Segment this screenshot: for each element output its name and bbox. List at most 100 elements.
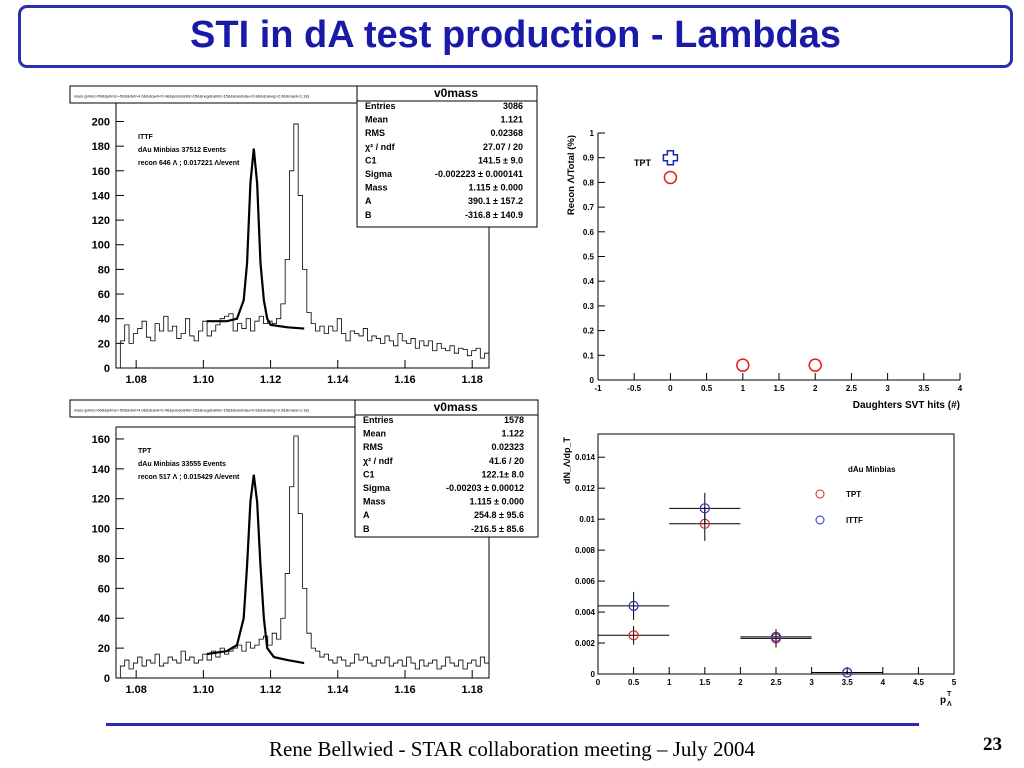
x-tick-label: 4 <box>881 678 886 687</box>
x-tick-label: 1.14 <box>327 684 349 696</box>
y-tick-label: 20 <box>98 643 110 655</box>
y-tick-label: 0.012 <box>575 484 596 493</box>
y-tick-label: 160 <box>92 434 110 446</box>
x-tick-label: 2 <box>813 384 818 393</box>
stats-label: A <box>363 510 370 520</box>
data-point <box>628 630 639 641</box>
stats-label: Entries <box>363 415 394 425</box>
x-tick-label: 1.10 <box>193 374 214 386</box>
stats-value: 390.1 ± 157.2 <box>468 196 523 206</box>
x-tick-label: 3 <box>885 384 890 393</box>
y-tick-label: 0 <box>104 363 110 375</box>
x-tick-label: 1.12 <box>260 374 281 386</box>
y-tick-label: 60 <box>98 289 110 301</box>
y-tick-label: 0.8 <box>583 178 595 187</box>
stats-value: 141.5 ± 9.0 <box>478 155 523 165</box>
stats-label: A <box>365 196 372 206</box>
recon-circle-marker <box>808 358 822 372</box>
x-tick-label: 1.18 <box>461 374 482 386</box>
y-tick-label: 0.014 <box>575 453 596 462</box>
stats-value: -0.002223 ± 0.000141 <box>435 169 523 179</box>
stats-value: 1.115 ± 0.000 <box>469 183 524 193</box>
y-tick-label: 80 <box>98 553 110 565</box>
legend-label: ITTF <box>846 516 863 525</box>
y-tick-label: 0 <box>104 673 110 685</box>
x-tick-label: 1.16 <box>394 374 415 386</box>
y-tick-label: 0.1 <box>583 351 595 360</box>
annotation-line: TPT <box>138 448 152 455</box>
stats-label: Sigma <box>365 169 393 179</box>
x-tick-label: 1.18 <box>461 684 482 696</box>
x-tick-label: 3.5 <box>918 384 930 393</box>
y-tick-label: 140 <box>92 190 110 202</box>
y-tick-label: 0.008 <box>575 546 596 555</box>
data-point <box>842 667 853 678</box>
pt-spectrum-svg: 0 0.002 0.004 0.006 0.008 0.01 0.012 0.014 0 0.5 1… <box>562 433 957 708</box>
y-tick-label: 0.006 <box>575 577 596 586</box>
footer-rule <box>106 723 919 726</box>
stats-value: -316.8 ± 140.9 <box>465 210 523 220</box>
x-tick-label: 1.10 <box>193 684 214 696</box>
y-tick-label: 0.002 <box>575 639 596 648</box>
x-axis-label-sup: T <box>947 691 952 698</box>
y-tick-label: 160 <box>92 166 110 178</box>
y-tick-label: 100 <box>92 524 110 536</box>
stats-box <box>356 85 538 228</box>
stats-label: C1 <box>365 155 377 165</box>
data-point <box>628 600 639 611</box>
legend-header: dAu Minbias <box>848 465 896 474</box>
x-tick-label: 1.14 <box>327 374 349 386</box>
x-tick-label: 1.5 <box>773 384 785 393</box>
pt-spectrum-plot: 0 0.002 0.004 0.006 0.008 0.01 0.012 0.014 0 0.5 1… <box>560 428 970 710</box>
x-tick-label: 1.12 <box>260 684 281 696</box>
x-tick-label: 1 <box>667 678 672 687</box>
stats-value: 254.8 ± 95.6 <box>474 510 524 520</box>
annotation-line: recon 517 Λ ; 0.015429 Λ/event <box>138 474 240 481</box>
y-tick-label: 0.5 <box>583 253 595 262</box>
x-axis-label-sub: Λ <box>947 701 952 708</box>
y-tick-label: 0.9 <box>583 154 595 163</box>
x-axis-label: Daughters SVT hits (#) <box>853 400 960 411</box>
mass-histogram-tpt-svg: 0 20 40 60 80 100 120 140 160 1.08 1.10 1.12 1.14 1.1… <box>69 399 539 696</box>
y-tick-label: 0.004 <box>575 608 596 617</box>
x-tick-label: -0.5 <box>627 384 641 393</box>
stats-value: 3086 <box>503 101 523 111</box>
y-tick-label: 1 <box>590 129 595 138</box>
stats-label: RMS <box>363 442 383 452</box>
cut-string: mass {prims>50&&prims>-50&&dv0>4.0&&dcav… <box>74 94 309 99</box>
fit-curve <box>206 474 305 665</box>
x-tick-label: 2.5 <box>770 678 782 687</box>
y-tick-label: 0.4 <box>583 277 595 286</box>
slide-title: STI in dA test production - Lambdas <box>190 14 841 56</box>
legend-marker <box>815 515 825 525</box>
x-tick-label: 1.16 <box>394 684 415 696</box>
y-tick-label: 140 <box>92 464 110 476</box>
stats-value: 1.122 <box>501 429 524 439</box>
y-tick-label: 20 <box>98 338 110 350</box>
annotation-line: recon 646 Λ ; 0.017221 Λ/event <box>138 160 240 167</box>
x-tick-label: 2 <box>738 678 743 687</box>
stats-label: Mass <box>365 183 388 193</box>
mass-histogram-tpt: 0 20 40 60 80 100 120 140 160 1.08 1.10 1.12 1.14 1.1… <box>66 396 540 698</box>
histogram-bins <box>116 435 489 679</box>
y-tick-label: 0 <box>591 670 596 679</box>
y-tick-label: 0 <box>590 376 595 385</box>
x-axis-label: p <box>940 695 946 706</box>
stats-title: v0mass <box>434 400 478 414</box>
stats-label: RMS <box>365 128 385 138</box>
stats-value: 41.6 / 20 <box>489 456 524 466</box>
stats-value: 0.02323 <box>491 442 524 452</box>
stats-value: -216.5 ± 85.6 <box>471 524 524 534</box>
x-tick-label: 3 <box>809 678 814 687</box>
footer-text: Rene Bellwied - STAR collaboration meeti… <box>269 737 755 761</box>
recon-circle-marker <box>736 358 750 372</box>
data-point <box>770 631 782 642</box>
stats-label: χ² / ndf <box>363 456 394 466</box>
legend-label: TPT <box>634 158 652 168</box>
stats-value: 27.07 / 20 <box>483 142 523 152</box>
stats-label: Mean <box>363 429 386 439</box>
stats-value: 122.1± 8.0 <box>482 469 524 479</box>
y-tick-label: 100 <box>92 240 110 252</box>
cut-string: mass {prims>50&&prims>-50&&dv0>4.0&&dcav… <box>74 408 309 413</box>
x-tick-label: 0.5 <box>628 678 640 687</box>
